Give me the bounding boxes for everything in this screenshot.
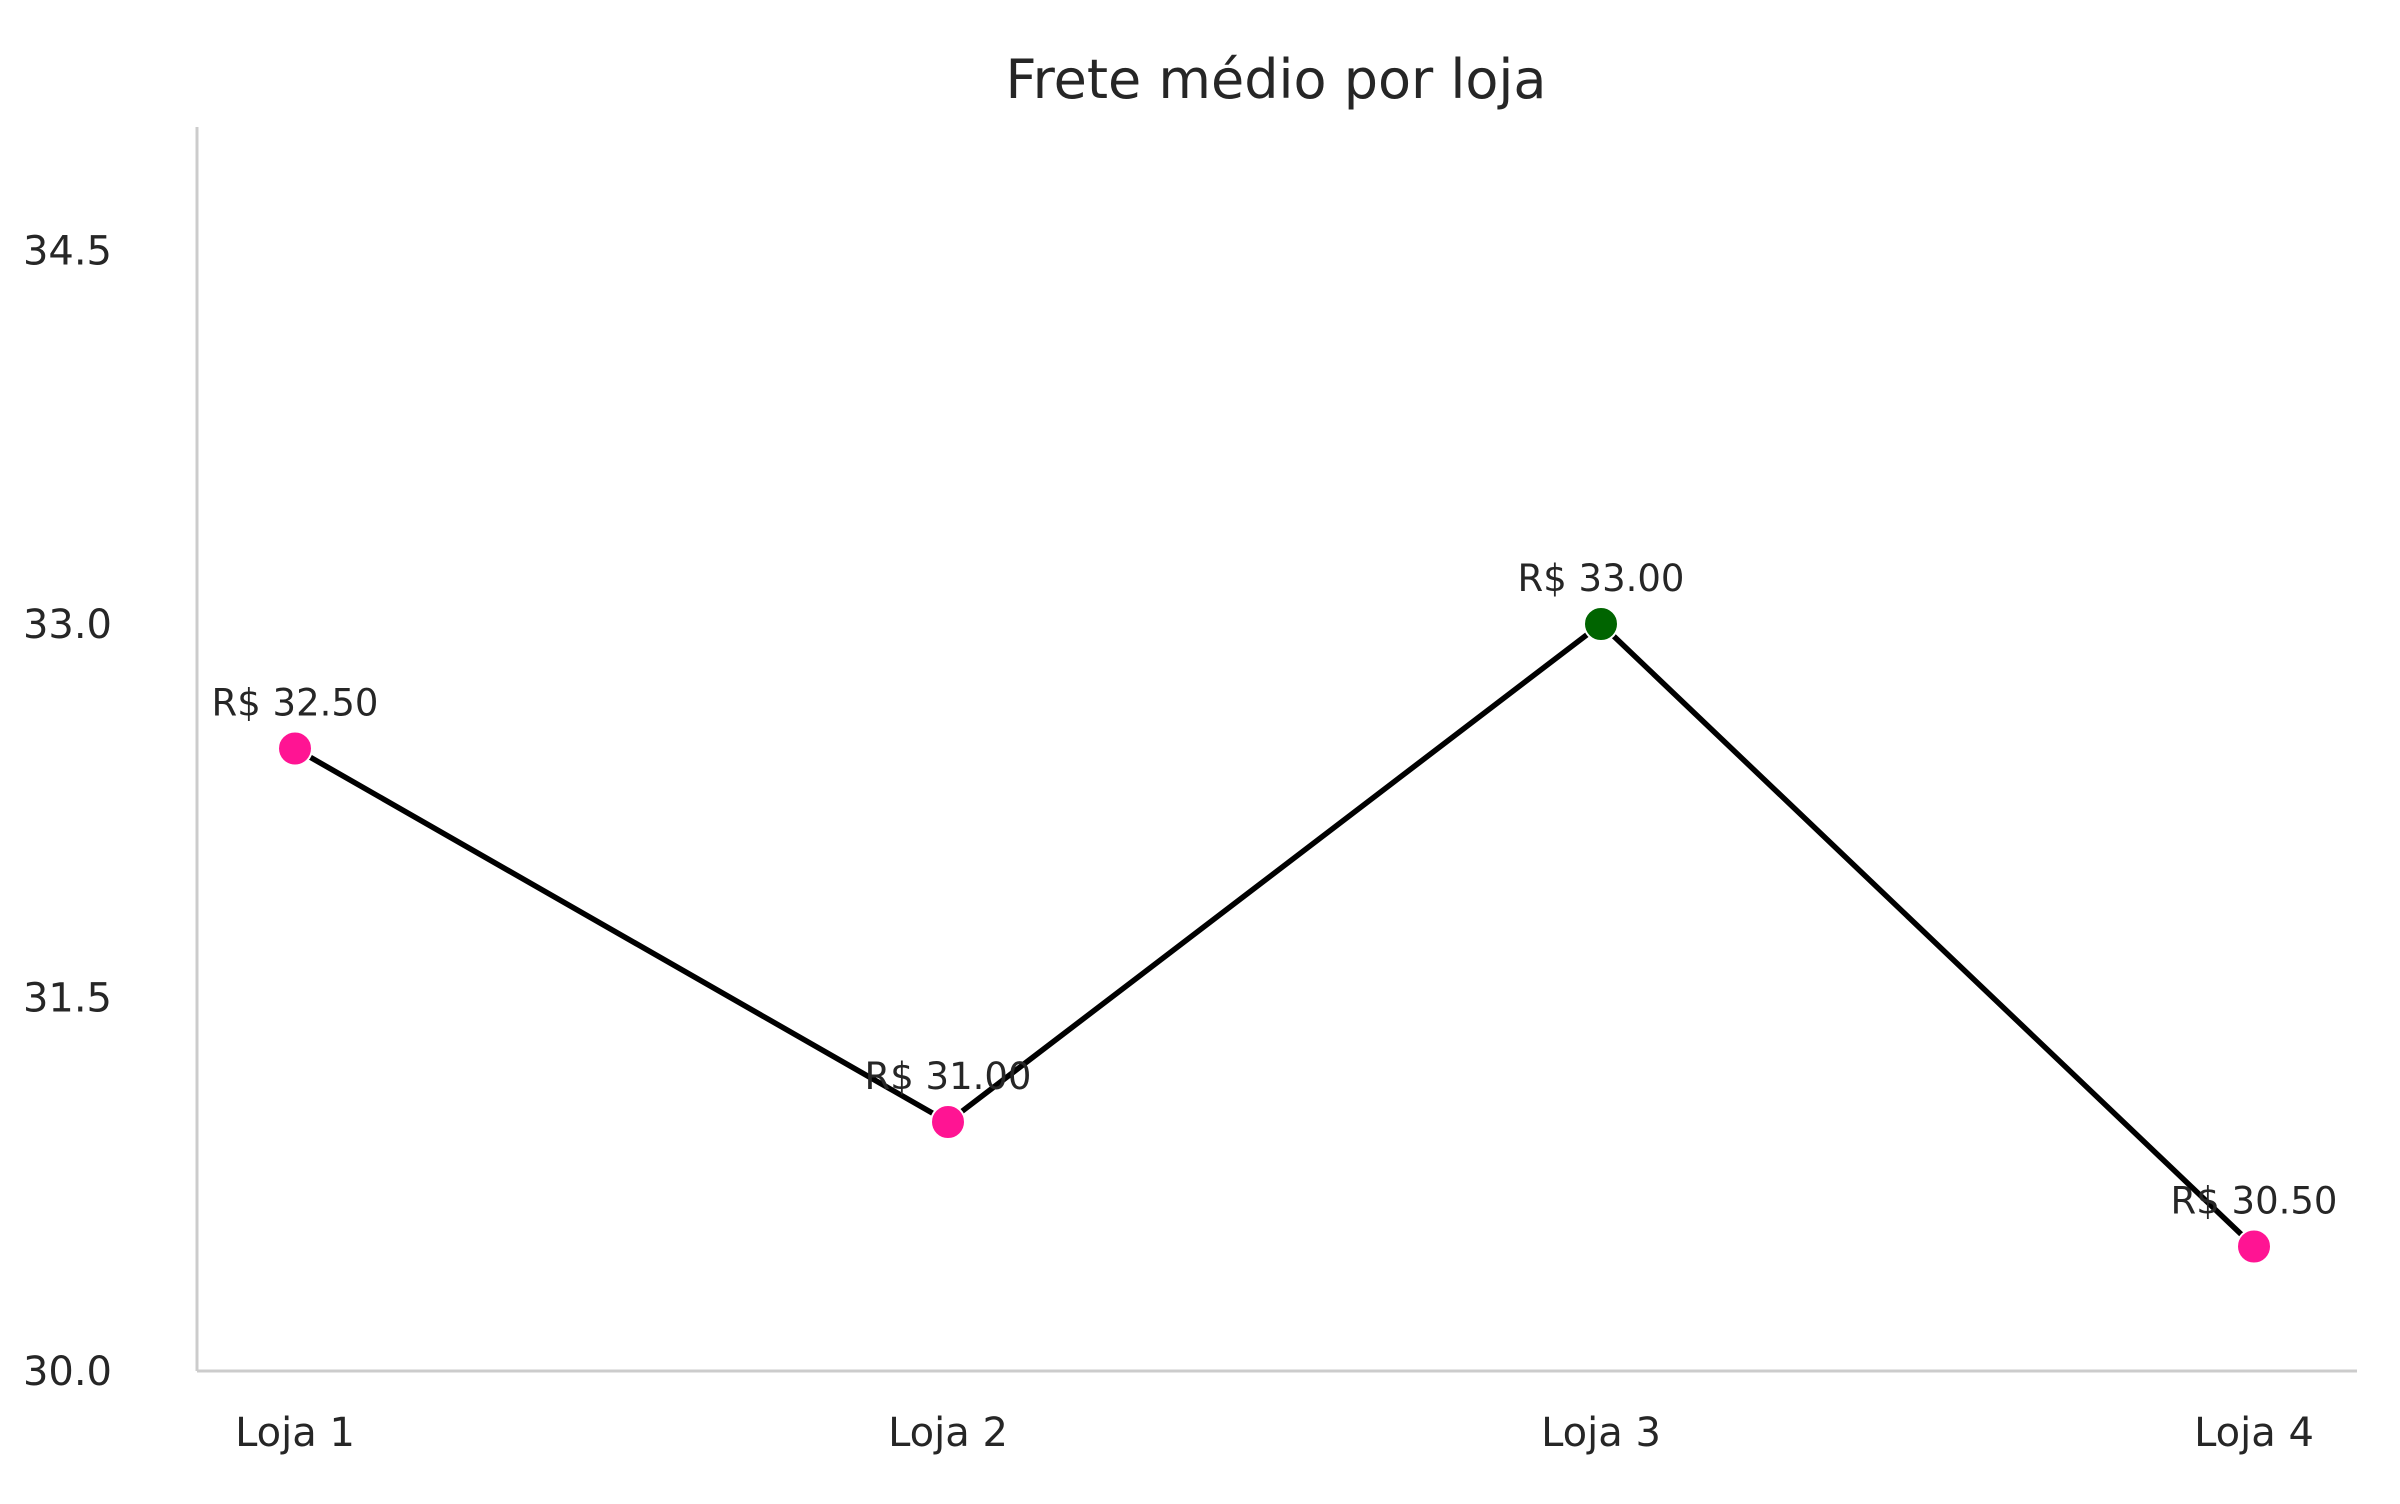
data-points	[277, 606, 2272, 1265]
data-labels: R$ 32.50 R$ 31.00 R$ 33.00 R$ 30.50	[212, 557, 2338, 1223]
x-tick-label: Loja 3	[1541, 1410, 1661, 1456]
data-label: R$ 33.00	[1518, 557, 1685, 600]
axes	[195, 127, 2357, 1373]
y-tick-label: 30.0	[23, 1349, 112, 1395]
x-tick-label: Loja 1	[235, 1410, 355, 1456]
series-line	[293, 621, 2256, 1249]
y-tick-label: 34.5	[23, 229, 112, 275]
x-tick-label: Loja 4	[2194, 1410, 2314, 1456]
y-tick-label: 33.0	[23, 602, 112, 648]
data-label: R$ 30.50	[2171, 1180, 2338, 1223]
data-point	[1583, 606, 1619, 642]
data-label: R$ 31.00	[865, 1055, 1032, 1098]
y-tick-labels: 30.0 31.5 33.0 34.5	[23, 229, 112, 1396]
chart-title: Frete médio por loja	[1005, 48, 1546, 111]
y-tick-label: 31.5	[23, 976, 112, 1022]
data-point	[277, 730, 313, 767]
x-tick-label: Loja 2	[888, 1410, 1008, 1456]
data-label: R$ 32.50	[212, 682, 379, 725]
data-point	[930, 1104, 966, 1140]
data-point	[2236, 1228, 2272, 1265]
series	[293, 621, 2256, 1249]
x-tick-labels: Loja 1 Loja 2 Loja 3 Loja 4	[235, 1410, 2314, 1456]
